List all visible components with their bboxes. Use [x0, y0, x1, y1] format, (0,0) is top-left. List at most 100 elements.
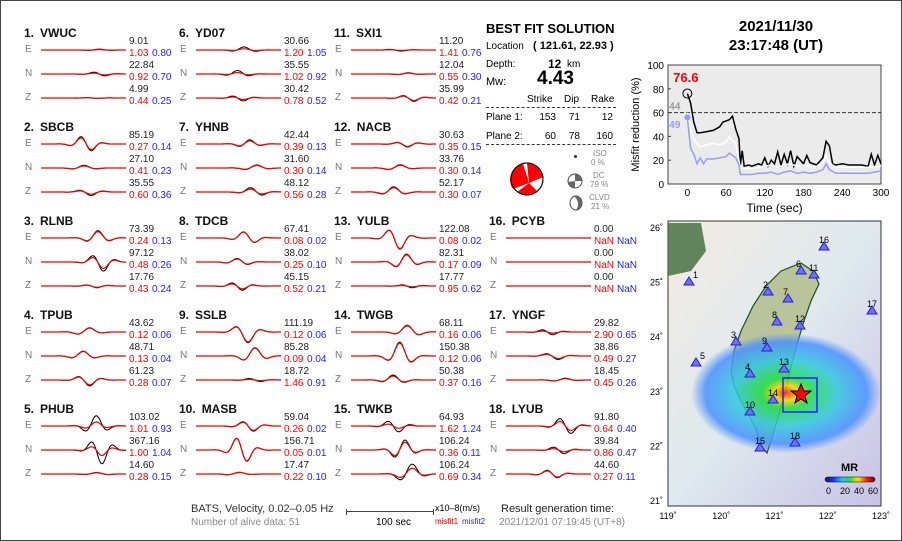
station-number: 10.	[179, 402, 196, 416]
misfit1-value: NaN	[594, 260, 615, 271]
amplitude-value: 22.84	[129, 60, 155, 71]
component-label: E	[25, 138, 32, 149]
misfit1-value: 0.44	[129, 96, 149, 107]
x-tick-label: 180	[795, 188, 812, 199]
misfit2-value: 0.06	[462, 330, 482, 341]
station-number: 16.	[489, 214, 506, 228]
misfit1-value: 0.22	[284, 472, 304, 483]
waveform-trace	[351, 48, 436, 52]
station-name: YD07	[195, 26, 226, 40]
amplitude-value: 35.55	[129, 178, 155, 189]
misfit1-value: 1.03	[129, 48, 149, 59]
waveform-trace	[351, 374, 436, 383]
waveform-trace	[41, 284, 126, 289]
component-label: N	[180, 162, 188, 173]
amplitude-value: 0.00	[594, 248, 614, 259]
y-tick-label: 40	[653, 132, 665, 143]
station-number: 11.	[334, 26, 351, 40]
component-label: Z	[25, 280, 32, 291]
dc-beachball-icon	[567, 173, 583, 189]
waveform-trace	[41, 97, 126, 99]
station-map-label: 12	[795, 314, 805, 324]
station-name: TDCB	[195, 214, 229, 228]
misfit2-value: 0.30	[462, 72, 482, 83]
amplitude-value: 29.82	[594, 318, 620, 329]
lat-tick-label: 25˚	[650, 278, 663, 288]
waveform-trace	[351, 463, 436, 481]
synthetic-waveform	[506, 447, 591, 453]
component-label: Z	[180, 468, 187, 479]
station-name: NACB	[356, 120, 392, 134]
misfit2-value: 0.06	[462, 354, 482, 365]
component-label: Z	[335, 186, 342, 197]
observed-waveform	[41, 415, 126, 432]
component-label: N	[490, 444, 498, 455]
component-label: E	[335, 420, 342, 431]
observed-waveform	[41, 255, 126, 272]
component-label: E	[180, 232, 187, 243]
station-triangle-icon	[795, 265, 807, 275]
amplitude-value: 30.66	[284, 36, 310, 47]
synthetic-waveform	[351, 142, 436, 147]
synthetic-waveform	[41, 376, 126, 386]
misfit1-value: 0.92	[129, 72, 149, 83]
waveform-trace	[506, 446, 591, 455]
series-line-2	[686, 117, 882, 176]
amplitude-value: 91.80	[594, 412, 620, 423]
station-triangle-icon	[761, 342, 773, 352]
misfit1-value: 0.08	[284, 236, 304, 247]
misfit1-value: 0.86	[594, 448, 614, 459]
station-number: 13.	[334, 214, 351, 228]
misfit2-value: 0.91	[307, 378, 327, 389]
x-tick-label: 300	[873, 188, 890, 199]
station-name: TPUB	[40, 308, 73, 322]
synthetic-waveform	[506, 470, 591, 478]
synthetic-waveform	[351, 72, 436, 75]
misfit1-value: 0.25	[284, 260, 304, 271]
waveform-trace	[196, 347, 281, 361]
component-label: N	[335, 444, 343, 455]
misfit1-value: 0.42	[439, 96, 459, 107]
misfit2-value: 0.11	[617, 472, 636, 483]
station-map-label: 17	[867, 299, 877, 309]
time-scale-bar	[346, 509, 434, 515]
waveform-trace	[41, 415, 126, 432]
misfit1-value: 0.39	[284, 142, 304, 153]
component-label: N	[25, 256, 33, 267]
waveform-trace	[41, 136, 126, 152]
waveform-trace	[196, 187, 282, 196]
misfit1-value: 1.01	[129, 424, 149, 435]
amplitude-value: 18.72	[284, 366, 310, 377]
misfit2-value: 0.02	[462, 236, 482, 247]
synthetic-waveform	[351, 441, 436, 457]
misfit2-value: 0.70	[152, 72, 172, 83]
component-label: E	[490, 232, 497, 243]
x-tick-label: 60	[721, 188, 733, 199]
synthetic-waveform	[196, 283, 281, 290]
amplitude-value: 17.47	[284, 460, 310, 471]
synthetic-waveform	[41, 165, 126, 170]
mr-colorbar	[824, 476, 876, 483]
misfit1-value: 0.16	[439, 330, 459, 341]
station-map-label: 6	[796, 259, 801, 269]
amplitude-value: 35.55	[284, 60, 310, 71]
misfit1-value: 0.56	[284, 190, 304, 201]
station-map-label: 9	[762, 336, 767, 346]
amplitude-value: 0.00	[594, 224, 614, 235]
waveform-trace	[351, 341, 436, 363]
synthetic-waveform	[351, 187, 436, 195]
synthetic-waveform	[196, 231, 281, 243]
mw-label: Mw:	[486, 76, 507, 88]
misfit2-value: 0.52	[307, 96, 327, 107]
synthetic-waveform	[41, 49, 126, 51]
waveform-trace	[351, 253, 436, 268]
mr-legend-tick: 20	[840, 486, 850, 496]
iso-icon	[574, 155, 577, 158]
waveform-trace	[41, 376, 126, 387]
station-number: 9.	[179, 308, 190, 322]
component-label: Z	[335, 374, 342, 385]
misfit1-value: 0.95	[439, 284, 459, 295]
misfit2-value: 0.65	[617, 330, 637, 341]
plane2-rake: 160	[596, 131, 613, 142]
